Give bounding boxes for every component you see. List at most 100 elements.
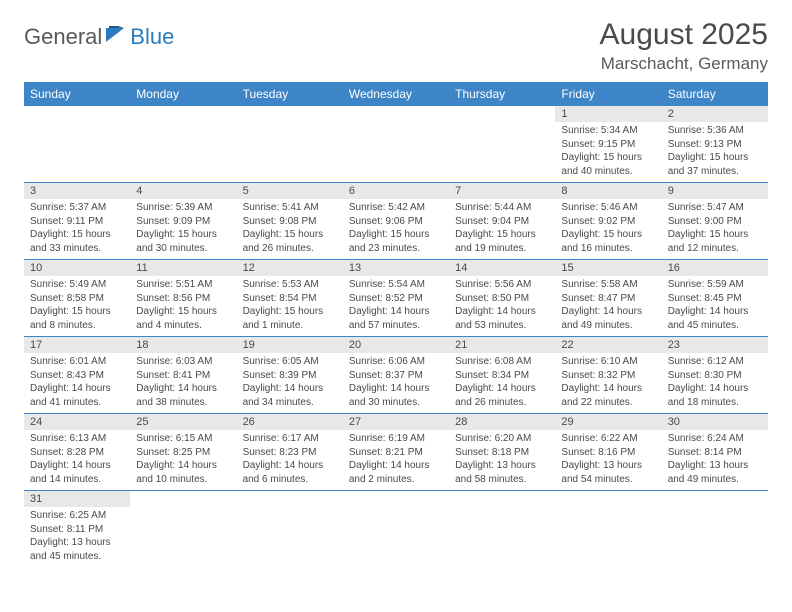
sunset-text: Sunset: 8:18 PM xyxy=(455,446,549,460)
day-number: 2 xyxy=(662,106,768,122)
sunrise-text: Sunrise: 5:41 AM xyxy=(243,201,337,215)
day-number: 7 xyxy=(449,183,555,199)
day-number: 31 xyxy=(24,491,130,507)
day-number: 9 xyxy=(662,183,768,199)
sunrise-text: Sunrise: 5:59 AM xyxy=(668,278,762,292)
day-cell xyxy=(662,491,768,568)
day-details: Sunrise: 5:41 AMSunset: 9:08 PMDaylight:… xyxy=(237,199,343,259)
calendar-table: SundayMondayTuesdayWednesdayThursdayFrid… xyxy=(24,82,768,567)
daylight-text: Daylight: 14 hours xyxy=(136,382,230,396)
day-cell xyxy=(449,491,555,568)
daylight-text: Daylight: 15 hours xyxy=(136,305,230,319)
day-details: Sunrise: 6:06 AMSunset: 8:37 PMDaylight:… xyxy=(343,353,449,413)
daylight-text-2: and 10 minutes. xyxy=(136,473,230,487)
day-details: Sunrise: 5:39 AMSunset: 9:09 PMDaylight:… xyxy=(130,199,236,259)
day-details: Sunrise: 6:19 AMSunset: 8:21 PMDaylight:… xyxy=(343,430,449,490)
day-cell: 21Sunrise: 6:08 AMSunset: 8:34 PMDayligh… xyxy=(449,337,555,414)
day-details: Sunrise: 5:54 AMSunset: 8:52 PMDaylight:… xyxy=(343,276,449,336)
daylight-text-2: and 49 minutes. xyxy=(561,319,655,333)
day-cell: 29Sunrise: 6:22 AMSunset: 8:16 PMDayligh… xyxy=(555,414,661,491)
day-number: 1 xyxy=(555,106,661,122)
calendar-page: General Blue August 2025 Marschacht, Ger… xyxy=(0,0,792,585)
logo-text-general: General xyxy=(24,24,102,50)
day-header: Monday xyxy=(130,82,236,106)
day-cell: 3Sunrise: 5:37 AMSunset: 9:11 PMDaylight… xyxy=(24,183,130,260)
day-details: Sunrise: 6:24 AMSunset: 8:14 PMDaylight:… xyxy=(662,430,768,490)
daylight-text: Daylight: 15 hours xyxy=(561,228,655,242)
week-row: 3Sunrise: 5:37 AMSunset: 9:11 PMDaylight… xyxy=(24,183,768,260)
sunset-text: Sunset: 9:11 PM xyxy=(30,215,124,229)
sunset-text: Sunset: 8:52 PM xyxy=(349,292,443,306)
day-cell: 24Sunrise: 6:13 AMSunset: 8:28 PMDayligh… xyxy=(24,414,130,491)
day-number: 13 xyxy=(343,260,449,276)
day-cell: 9Sunrise: 5:47 AMSunset: 9:00 PMDaylight… xyxy=(662,183,768,260)
sunrise-text: Sunrise: 5:44 AM xyxy=(455,201,549,215)
day-number: 30 xyxy=(662,414,768,430)
daylight-text-2: and 6 minutes. xyxy=(243,473,337,487)
daylight-text-2: and 19 minutes. xyxy=(455,242,549,256)
day-cell: 8Sunrise: 5:46 AMSunset: 9:02 PMDaylight… xyxy=(555,183,661,260)
day-number: 17 xyxy=(24,337,130,353)
sunrise-text: Sunrise: 6:05 AM xyxy=(243,355,337,369)
sunset-text: Sunset: 8:45 PM xyxy=(668,292,762,306)
week-row: 31Sunrise: 6:25 AMSunset: 8:11 PMDayligh… xyxy=(24,491,768,568)
day-number: 12 xyxy=(237,260,343,276)
daylight-text: Daylight: 14 hours xyxy=(349,382,443,396)
day-cell xyxy=(449,106,555,183)
day-cell: 11Sunrise: 5:51 AMSunset: 8:56 PMDayligh… xyxy=(130,260,236,337)
daylight-text: Daylight: 14 hours xyxy=(243,459,337,473)
sunset-text: Sunset: 8:28 PM xyxy=(30,446,124,460)
daylight-text-2: and 14 minutes. xyxy=(30,473,124,487)
daylight-text: Daylight: 13 hours xyxy=(561,459,655,473)
calendar-body: 1Sunrise: 5:34 AMSunset: 9:15 PMDaylight… xyxy=(24,106,768,567)
day-number: 18 xyxy=(130,337,236,353)
sunrise-text: Sunrise: 6:13 AM xyxy=(30,432,124,446)
day-number: 10 xyxy=(24,260,130,276)
sunset-text: Sunset: 9:06 PM xyxy=(349,215,443,229)
day-cell xyxy=(130,106,236,183)
daylight-text-2: and 33 minutes. xyxy=(30,242,124,256)
day-details: Sunrise: 5:42 AMSunset: 9:06 PMDaylight:… xyxy=(343,199,449,259)
sunrise-text: Sunrise: 6:06 AM xyxy=(349,355,443,369)
week-row: 24Sunrise: 6:13 AMSunset: 8:28 PMDayligh… xyxy=(24,414,768,491)
sunrise-text: Sunrise: 5:36 AM xyxy=(668,124,762,138)
sunrise-text: Sunrise: 6:08 AM xyxy=(455,355,549,369)
day-details: Sunrise: 6:10 AMSunset: 8:32 PMDaylight:… xyxy=(555,353,661,413)
logo: General Blue xyxy=(24,24,174,50)
day-number: 6 xyxy=(343,183,449,199)
day-cell: 27Sunrise: 6:19 AMSunset: 8:21 PMDayligh… xyxy=(343,414,449,491)
day-cell: 1Sunrise: 5:34 AMSunset: 9:15 PMDaylight… xyxy=(555,106,661,183)
logo-text-blue: Blue xyxy=(130,24,174,50)
sunset-text: Sunset: 8:11 PM xyxy=(30,523,124,537)
sunset-text: Sunset: 9:02 PM xyxy=(561,215,655,229)
day-cell: 22Sunrise: 6:10 AMSunset: 8:32 PMDayligh… xyxy=(555,337,661,414)
sunrise-text: Sunrise: 6:24 AM xyxy=(668,432,762,446)
week-row: 17Sunrise: 6:01 AMSunset: 8:43 PMDayligh… xyxy=(24,337,768,414)
day-number: 8 xyxy=(555,183,661,199)
daylight-text-2: and 45 minutes. xyxy=(668,319,762,333)
daylight-text-2: and 18 minutes. xyxy=(668,396,762,410)
day-details: Sunrise: 6:13 AMSunset: 8:28 PMDaylight:… xyxy=(24,430,130,490)
daylight-text: Daylight: 14 hours xyxy=(561,382,655,396)
daylight-text-2: and 8 minutes. xyxy=(30,319,124,333)
day-number: 11 xyxy=(130,260,236,276)
daylight-text-2: and 57 minutes. xyxy=(349,319,443,333)
day-details: Sunrise: 5:37 AMSunset: 9:11 PMDaylight:… xyxy=(24,199,130,259)
daylight-text-2: and 1 minute. xyxy=(243,319,337,333)
sunset-text: Sunset: 9:04 PM xyxy=(455,215,549,229)
day-cell xyxy=(555,491,661,568)
day-cell: 26Sunrise: 6:17 AMSunset: 8:23 PMDayligh… xyxy=(237,414,343,491)
day-cell: 17Sunrise: 6:01 AMSunset: 8:43 PMDayligh… xyxy=(24,337,130,414)
day-details: Sunrise: 5:59 AMSunset: 8:45 PMDaylight:… xyxy=(662,276,768,336)
day-cell: 30Sunrise: 6:24 AMSunset: 8:14 PMDayligh… xyxy=(662,414,768,491)
day-details: Sunrise: 6:25 AMSunset: 8:11 PMDaylight:… xyxy=(24,507,130,567)
daylight-text-2: and 41 minutes. xyxy=(30,396,124,410)
daylight-text-2: and 34 minutes. xyxy=(243,396,337,410)
sunset-text: Sunset: 9:00 PM xyxy=(668,215,762,229)
day-number: 20 xyxy=(343,337,449,353)
day-number: 4 xyxy=(130,183,236,199)
day-number: 22 xyxy=(555,337,661,353)
daylight-text: Daylight: 14 hours xyxy=(455,382,549,396)
day-cell: 7Sunrise: 5:44 AMSunset: 9:04 PMDaylight… xyxy=(449,183,555,260)
sunset-text: Sunset: 9:13 PM xyxy=(668,138,762,152)
